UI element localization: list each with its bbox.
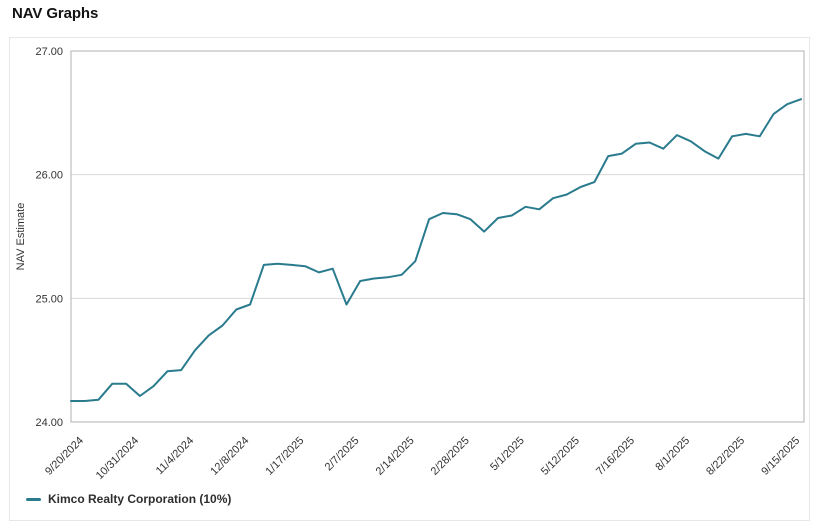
x-tick-label: 2/7/2025 [323, 435, 362, 474]
y-tick-label: 27.00 [35, 46, 63, 58]
x-tick-label: 8/1/2025 [653, 435, 692, 474]
x-tick-label: 5/1/2025 [488, 435, 527, 474]
legend-item-kimco[interactable]: Kimco Realty Corporation (10%) [26, 492, 231, 506]
nav-series-line [70, 98, 802, 402]
y-tick-label: 26.00 [35, 170, 63, 182]
plot-border [70, 50, 805, 423]
y-axis-label: NAV Estimate [15, 203, 27, 271]
x-tick-label: 7/16/2025 [594, 435, 637, 478]
x-tick-label: 10/31/2024 [94, 435, 141, 482]
y-tick-label: 24.00 [35, 417, 63, 429]
x-tick-label: 2/28/2025 [429, 435, 472, 478]
x-tick-label: 1/17/2025 [263, 435, 306, 478]
x-tick-label: 11/4/2024 [154, 435, 197, 478]
y-tick-label: 25.00 [35, 293, 63, 305]
nav-line-chart: 27.00 26.00 25.00 24.00 NAV Estimate 9/20/202… [15, 46, 805, 482]
legend-line-swatch [26, 497, 41, 501]
x-tick-label: 9/20/2024 [43, 435, 86, 478]
x-tick-label: 12/8/2024 [208, 435, 251, 478]
x-tick-label: 8/22/2025 [704, 435, 747, 478]
legend-label: Kimco Realty Corporation (10%) [48, 492, 232, 506]
x-tick-label: 2/14/2025 [374, 435, 417, 478]
page-title: NAV Graphs [12, 5, 99, 22]
chart-panel: 27.00 26.00 25.00 24.00 NAV Estimate 9/20/202… [9, 37, 810, 521]
x-tick-label: 9/15/2025 [759, 435, 802, 478]
x-tick-label: 5/12/2025 [539, 435, 582, 478]
